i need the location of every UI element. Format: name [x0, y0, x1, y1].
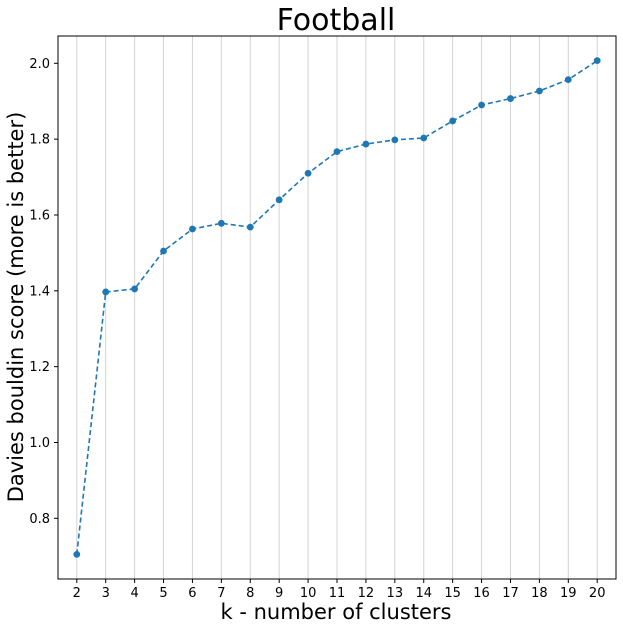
y-tick-label: 0.8 — [29, 512, 50, 527]
data-point — [333, 148, 341, 156]
data-point — [189, 225, 196, 233]
data-point — [391, 136, 399, 144]
x-tick-label: 5 — [159, 586, 167, 601]
x-tick-label: 9 — [275, 586, 283, 601]
x-tick-label: 16 — [473, 586, 490, 601]
data-point — [217, 219, 225, 227]
x-tick-label: 7 — [217, 586, 225, 601]
data-point — [593, 57, 601, 65]
y-axis-title: Davies bouldin score (more is better) — [4, 112, 28, 503]
data-point — [275, 196, 283, 204]
x-tick-label: 8 — [246, 586, 254, 601]
y-tick-label: 1.6 — [29, 208, 50, 223]
x-tick-label: 19 — [560, 586, 577, 601]
chart-title: Football — [277, 3, 396, 38]
x-tick-label: 2 — [73, 586, 81, 601]
data-point — [246, 223, 254, 231]
x-tick-label: 12 — [358, 586, 375, 601]
y-tick-label: 1.0 — [29, 436, 50, 451]
series-layer — [73, 57, 601, 558]
x-tick-label: 17 — [502, 586, 519, 601]
data-point — [362, 140, 370, 148]
y-tick-label: 2.0 — [29, 57, 50, 72]
data-point — [478, 101, 485, 109]
x-tick-label: 6 — [188, 586, 196, 601]
data-point — [564, 76, 572, 84]
data-point — [535, 87, 543, 95]
x-tick-label: 10 — [300, 586, 317, 601]
y-tick-label: 1.8 — [29, 133, 50, 148]
x-tick-label: 4 — [130, 586, 138, 601]
x-axis: 2 3 4 5 6 7 8 9 10 11 12 13 14 15 16 17 18 19 20 — [73, 579, 606, 601]
x-tick-label: 20 — [589, 586, 606, 601]
data-point — [420, 134, 428, 142]
data-point — [449, 117, 457, 125]
data-point — [102, 288, 110, 296]
y-tick-label: 1.2 — [29, 360, 50, 375]
grid-lines — [76, 36, 598, 579]
x-tick-label: 3 — [102, 586, 110, 601]
data-point — [73, 550, 81, 558]
y-tick-label: 1.4 — [29, 284, 50, 299]
data-point — [160, 247, 167, 255]
data-point — [507, 95, 514, 102]
data-point — [131, 285, 139, 293]
x-tick-label: 14 — [415, 586, 432, 601]
y-axis: 0.8 1.0 1.2 1.4 1.6 1.8 2.0 — [29, 57, 58, 527]
x-tick-label: 13 — [387, 586, 404, 601]
x-tick-label: 15 — [444, 586, 461, 601]
data-point — [304, 169, 312, 177]
x-axis-title: k - number of clusters — [221, 600, 452, 624]
x-tick-label: 18 — [531, 586, 548, 601]
x-tick-label: 11 — [329, 586, 346, 601]
